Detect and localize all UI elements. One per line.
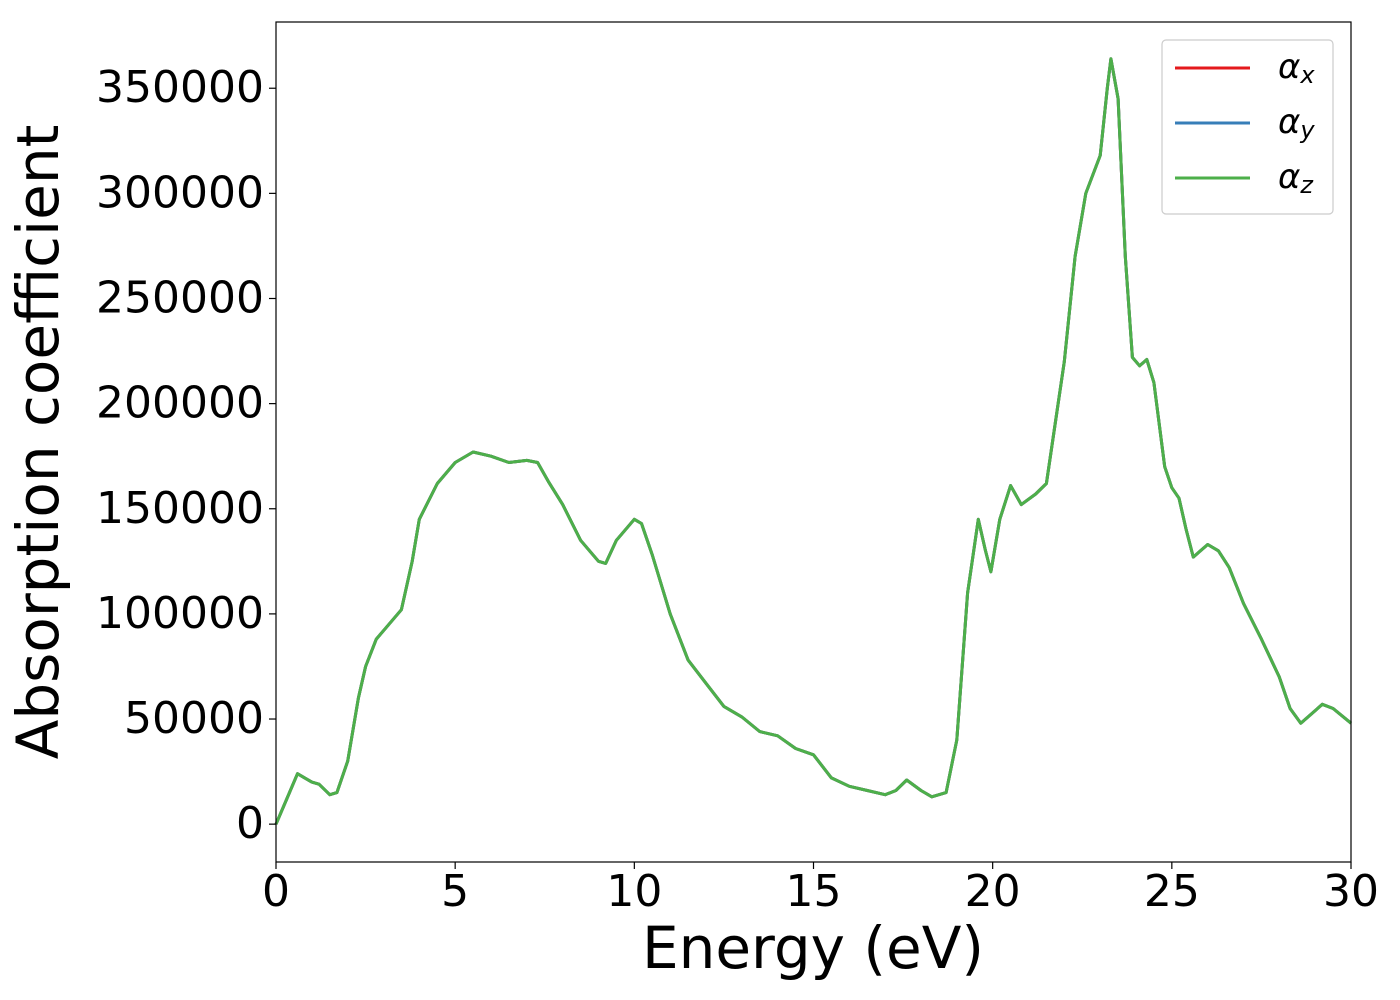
y-tick-label: 50000 (124, 693, 264, 744)
x-tick-label: 5 (441, 866, 469, 917)
x-tick-label: 30 (1323, 866, 1379, 917)
y-tick-label: 100000 (96, 588, 264, 639)
y-tick-label: 150000 (96, 483, 264, 534)
legend-label: αy (1278, 102, 1315, 145)
x-tick-label: 25 (1144, 866, 1200, 917)
legend-label: αx (1278, 47, 1315, 90)
y-tick-label: 300000 (96, 167, 264, 218)
x-tick-label: 20 (965, 866, 1021, 917)
y-tick-label: 200000 (96, 378, 264, 429)
line-series (274, 57, 1352, 825)
y-axis-label: Absorption coefficient (4, 125, 72, 760)
legend-label: αz (1278, 157, 1314, 200)
y-tick-label: 350000 (96, 62, 264, 113)
legend-box (1161, 39, 1334, 215)
y-tick-label: 0 (236, 798, 264, 849)
y-tick-label: 250000 (96, 272, 264, 323)
x-tick-label: 15 (786, 866, 842, 917)
legend: αx αy αz (1161, 39, 1334, 215)
x-tick-label: 10 (606, 866, 662, 917)
x-tick-label: 0 (262, 866, 290, 917)
x-axis-label: Energy (eV) (642, 914, 984, 982)
